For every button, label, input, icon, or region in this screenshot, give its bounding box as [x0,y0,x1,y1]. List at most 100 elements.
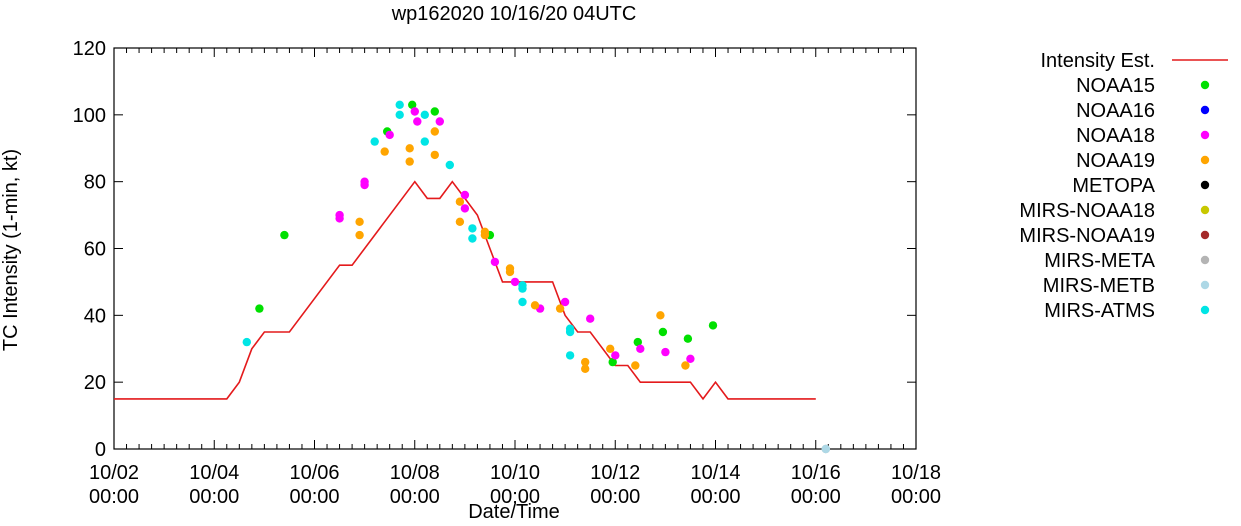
point-noaa19 [455,217,465,226]
point-noaa19 [430,150,439,160]
legend-label-mirs-noaa18: MIRS-NOAA18 [1019,200,1155,222]
point-noaa15 [608,357,617,367]
x-tick-date-label: 10/06 [289,462,339,484]
point-mirs-atms [518,284,527,293]
x-tick-date-label: 10/04 [189,462,239,484]
point-mirs-atms [395,110,404,120]
x-tick-time-label: 00:00 [891,486,941,508]
point-mirs-atms [445,160,454,170]
point-noaa19 [430,127,439,136]
point-noaa18 [636,344,645,353]
point-mirs-atms [565,327,575,337]
x-axis-label: Date/Time [468,501,560,521]
legend-swatch-metopa [1200,180,1210,190]
x-tick-time-label: 00:00 [289,486,339,508]
point-noaa19 [380,147,389,156]
point-mirs-atms [468,224,477,233]
point-mirs-atms [420,110,429,120]
point-mirs-atms [370,137,379,146]
x-tick-date-label: 10/02 [89,462,139,484]
legend-swatch-mirs-noaa18 [1200,205,1210,215]
point-noaa18 [410,107,419,116]
point-noaa18 [435,117,444,126]
point-noaa18 [686,354,695,363]
point-noaa19 [405,144,414,153]
y-tick-label: 40 [84,305,106,327]
legend-label-noaa15: NOAA15 [1076,75,1155,97]
point-noaa18 [661,347,670,357]
point-mirs-atms [395,100,404,110]
point-noaa19 [355,230,364,240]
point-noaa15 [633,337,642,347]
point-noaa19 [606,344,615,353]
y-tick-label: 20 [84,372,106,394]
legend-swatch-mirs-metb [1200,280,1210,290]
point-noaa18 [510,277,520,287]
legend-label-mirs-atms: MIRS-ATMS [1044,300,1155,322]
point-noaa18 [460,204,470,213]
axis-ticks: 02040608010012010/0200:0010/0400:0010/06… [73,38,941,508]
y-tick-label: 120 [73,38,106,60]
point-noaa18 [490,257,500,267]
point-noaa18 [611,351,620,360]
point-noaa19 [355,217,364,226]
point-mirs-metb [821,444,830,454]
chart-title: wp162020 10/16/20 04UTC [391,3,637,25]
point-noaa15 [408,100,417,110]
point-noaa19 [455,197,465,206]
x-tick-time-label: 00:00 [490,486,540,508]
legend-swatch-noaa18 [1200,130,1210,140]
point-noaa19 [681,361,690,370]
point-noaa18 [335,214,344,223]
point-noaa19 [555,304,565,313]
plot-area [114,100,830,454]
point-noaa19 [656,311,665,320]
legend-label-noaa16: NOAA16 [1076,100,1155,122]
point-noaa19 [581,364,590,373]
point-noaa18 [385,130,394,140]
legend-label-noaa18: NOAA18 [1076,125,1155,147]
legend-label-intensity-est: Intensity Est. [1041,50,1156,72]
point-noaa19 [505,267,515,277]
x-tick-date-label: 10/14 [690,462,740,484]
point-mirs-atms [242,337,251,347]
x-tick-time-label: 00:00 [390,486,440,508]
x-tick-time-label: 00:00 [690,486,740,508]
point-noaa15 [280,230,289,240]
point-noaa15 [430,107,439,116]
point-mirs-atms [420,137,429,146]
y-tick-label: 0 [95,439,106,461]
point-mirs-atms [468,234,477,243]
x-tick-date-label: 10/10 [490,462,540,484]
point-mirs-atms [565,351,575,360]
y-axis-label: TC Intensity (1-min, kt) [0,149,22,351]
x-tick-date-label: 10/12 [590,462,640,484]
y-tick-label: 80 [84,172,106,194]
legend-swatch-noaa15 [1200,80,1210,90]
x-tick-time-label: 00:00 [189,486,239,508]
point-noaa15 [708,321,718,330]
legend-label-noaa19: NOAA19 [1076,150,1155,172]
point-noaa18 [460,190,470,200]
point-noaa15 [683,334,693,343]
legend-label-mirs-metb: MIRS-METB [1043,275,1155,297]
legend: Intensity Est. NOAA15 NOAA16 NOAA18 NOAA19 ME… [1019,50,1228,322]
point-noaa15 [255,304,264,313]
point-noaa19 [581,357,590,367]
legend-swatch-mirs-atms [1200,305,1210,315]
point-noaa19 [631,361,640,370]
legend-swatch-noaa16 [1200,105,1210,115]
point-noaa18 [360,180,369,190]
x-tick-date-label: 10/16 [791,462,841,484]
legend-label-mirs-noaa19: MIRS-NOAA19 [1019,225,1155,247]
point-noaa18 [586,314,595,323]
intensity-line [114,180,816,401]
legend-label-mirs-meta: MIRS-META [1044,250,1155,272]
x-tick-time-label: 00:00 [590,486,640,508]
y-tick-label: 100 [73,105,106,127]
y-tick-label: 60 [84,239,106,261]
x-tick-time-label: 00:00 [791,486,841,508]
point-noaa19 [530,301,540,310]
point-mirs-atms [518,297,527,307]
